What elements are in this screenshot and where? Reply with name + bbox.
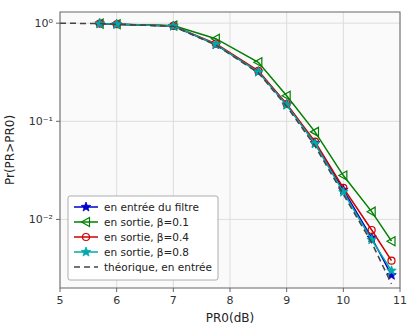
series-group xyxy=(60,19,396,284)
tick xyxy=(343,288,344,292)
tick-label: 7 xyxy=(170,294,177,307)
legend-entry: théorique, en entrée xyxy=(104,261,212,273)
legend-marker xyxy=(81,247,91,256)
tick-label: 8 xyxy=(227,294,234,307)
tick xyxy=(56,23,60,24)
legend-marker xyxy=(81,202,91,211)
tick xyxy=(230,288,231,292)
tick xyxy=(56,219,60,220)
tick-label: 9 xyxy=(283,294,290,307)
legend: en entrée du filtre en sortie, β=0.1 en so… xyxy=(68,196,218,280)
legend-marker xyxy=(82,218,90,227)
tick-label: 10⁻² xyxy=(29,213,53,226)
point xyxy=(282,100,292,109)
legend-marker xyxy=(83,234,90,241)
line xyxy=(100,24,392,261)
grid xyxy=(60,12,400,288)
plot-frame xyxy=(60,12,400,288)
point xyxy=(368,227,375,234)
tick-label: 11 xyxy=(393,294,407,307)
line xyxy=(100,24,392,276)
series xyxy=(95,19,396,280)
point xyxy=(367,207,375,216)
grid-line xyxy=(60,121,400,122)
tick-label: 5 xyxy=(57,294,64,307)
point xyxy=(311,127,319,136)
point xyxy=(387,266,397,275)
tick xyxy=(60,288,61,292)
point xyxy=(388,257,395,264)
point xyxy=(282,91,290,100)
tick-label: 10⁰ xyxy=(35,17,54,30)
tick xyxy=(56,121,60,122)
legend-swatch xyxy=(74,236,98,238)
grid-line xyxy=(343,12,344,288)
legend-entry: en entrée du filtre xyxy=(104,201,199,213)
tick xyxy=(173,288,174,292)
series xyxy=(60,23,392,284)
point xyxy=(339,171,347,180)
legend-swatch xyxy=(74,221,98,223)
series xyxy=(95,19,396,275)
axes: 5 6 7 8 9 10 11 10⁻² 10⁻¹ 10⁰ xyxy=(29,12,407,307)
tick xyxy=(400,288,401,292)
point xyxy=(387,237,395,246)
series xyxy=(96,20,395,264)
tick-label: 10 xyxy=(336,294,350,307)
line xyxy=(60,23,392,284)
line xyxy=(100,24,392,242)
tick xyxy=(116,288,117,292)
point xyxy=(254,58,262,67)
series xyxy=(95,19,395,246)
background xyxy=(0,0,412,330)
x-axis-label: PR0(dB) xyxy=(206,311,254,325)
plot-area xyxy=(60,12,400,288)
tick-label: 6 xyxy=(113,294,120,307)
grid-line xyxy=(286,12,287,288)
y-axis-label: Pr(PR>PR0) xyxy=(3,115,17,185)
legend-entry: en sortie, β=0.1 xyxy=(104,216,189,228)
chart: 5 6 7 8 9 10 11 10⁻² 10⁻¹ 10⁰ PR0(dB) Pr(PR>PR0) en … xyxy=(0,0,412,330)
line xyxy=(100,24,392,271)
tick-label: 10⁻¹ xyxy=(29,115,53,128)
point xyxy=(254,67,264,76)
legend-entry: en sortie, β=0.8 xyxy=(104,246,189,258)
legend-box xyxy=(68,196,218,280)
tick xyxy=(286,288,287,292)
legend-swatch xyxy=(74,266,98,268)
legend-entry: en sortie, β=0.4 xyxy=(104,231,189,243)
